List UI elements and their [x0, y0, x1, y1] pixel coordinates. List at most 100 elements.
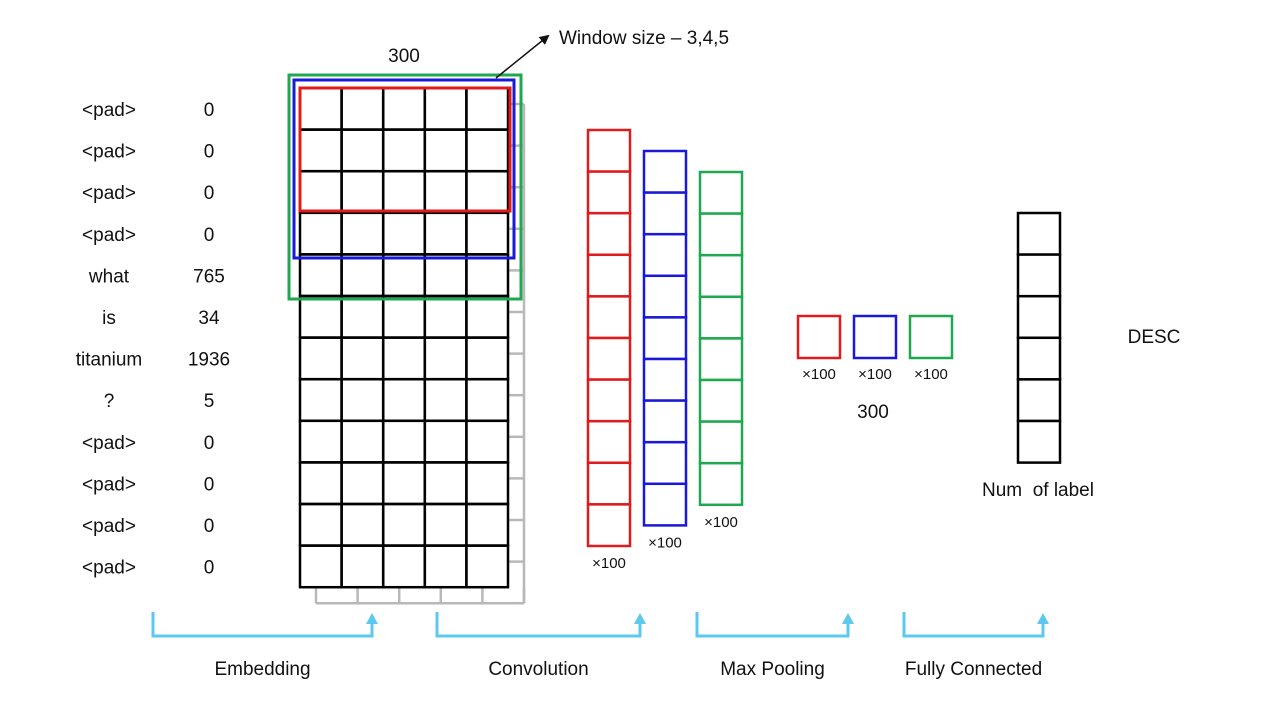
stage-label: Embedding — [214, 659, 310, 680]
feature-cell — [698, 253, 744, 299]
feature-map-count: ×100 — [704, 514, 738, 531]
token-word: <pad> — [82, 558, 136, 579]
feature-cell — [586, 336, 632, 381]
feature-cell — [586, 128, 632, 173]
token-id: 0 — [204, 516, 215, 537]
window-size-label: Window size – 3,4,5 — [559, 28, 729, 49]
bracket-arrowhead — [634, 613, 646, 624]
stage-label: Fully Connected — [905, 659, 1042, 680]
embedding-cell — [465, 544, 510, 589]
bracket-line — [435, 612, 642, 638]
output-cell — [1016, 336, 1062, 381]
pooled-box — [908, 314, 954, 360]
feature-cell — [642, 149, 688, 194]
feature-map-1: ×100 — [586, 128, 632, 572]
window-3-outline — [298, 86, 512, 213]
output-layer — [1016, 211, 1062, 464]
feature-map-count: ×100 — [648, 534, 682, 551]
embedding-front-grid — [298, 86, 510, 589]
feature-cell — [586, 503, 632, 548]
feature-cell — [642, 316, 688, 361]
feature-cell — [698, 295, 744, 340]
feature-cell — [642, 232, 688, 278]
stage-brackets: Embedding Convolution Max Pooling Fully Con… — [151, 612, 1049, 680]
token-id: 5 — [204, 391, 215, 412]
token-id: 765 — [193, 266, 225, 287]
token-id: 0 — [204, 183, 215, 204]
bracket-line — [695, 612, 850, 638]
token-word: what — [88, 266, 130, 287]
stage-bracket-1: Embedding — [151, 612, 378, 680]
feature-cell — [642, 191, 688, 236]
feature-cell — [698, 378, 744, 423]
token-id: 1936 — [188, 350, 230, 371]
output-cell — [1016, 253, 1062, 298]
output-cell — [1016, 211, 1062, 256]
feature-cell — [586, 378, 632, 423]
bracket-arrowhead — [1037, 613, 1049, 624]
stage-label: Convolution — [488, 659, 588, 680]
num-of-label: Num of label — [982, 480, 1094, 501]
feature-map-3: ×100 — [698, 170, 744, 531]
token-id: 0 — [204, 474, 215, 495]
feature-cell — [586, 419, 632, 465]
class-label-desc: DESC — [1128, 327, 1181, 348]
feature-cell — [586, 295, 632, 340]
pooled-count: ×100 — [914, 366, 948, 383]
pooled-box — [852, 314, 898, 360]
pooled-box — [796, 314, 842, 360]
output-cell — [1016, 419, 1062, 464]
feature-cell — [698, 461, 744, 507]
token-id: 0 — [204, 225, 215, 246]
feature-cell — [698, 337, 744, 382]
token-word: ? — [104, 391, 115, 412]
token-word: <pad> — [82, 433, 136, 454]
bracket-arrowhead — [366, 613, 378, 624]
token-list: <pad> 0 <pad> 0 <pad> 0 <pad> 0 what 765 is 34 titan… — [76, 100, 230, 579]
window-4-outline — [292, 78, 516, 260]
token-word: <pad> — [82, 225, 136, 246]
feature-cell — [642, 357, 688, 402]
bracket-line — [151, 612, 374, 638]
pooled-total-label: 300 — [857, 402, 889, 423]
window-pointer-arrow — [495, 34, 550, 79]
embedding-dim-label: 300 — [388, 46, 420, 67]
token-word: <pad> — [82, 100, 136, 121]
feature-cell — [642, 440, 688, 486]
bracket-arrowhead — [842, 613, 854, 624]
feature-map-count: ×100 — [592, 555, 626, 572]
feature-map-2: ×100 — [642, 149, 688, 551]
feature-cell — [586, 253, 632, 298]
token-word: <pad> — [82, 183, 136, 204]
output-cell — [1016, 378, 1062, 423]
feature-cell — [698, 420, 744, 465]
stage-label: Max Pooling — [720, 659, 825, 680]
token-id: 0 — [204, 558, 215, 579]
embedding-back-layer — [314, 102, 526, 605]
token-id: 0 — [204, 433, 215, 454]
pooled-count: ×100 — [858, 366, 892, 383]
feature-cell — [586, 461, 632, 506]
feature-cell — [642, 482, 688, 527]
feature-cell — [586, 211, 632, 257]
feature-cell — [698, 170, 744, 215]
token-word: <pad> — [82, 516, 136, 537]
token-word: is — [102, 308, 116, 329]
feature-cell — [698, 212, 744, 257]
stage-bracket-4: Fully Connected — [902, 612, 1049, 680]
token-id: 0 — [204, 142, 215, 163]
token-id: 34 — [198, 308, 220, 329]
feature-cell — [642, 399, 688, 444]
token-word: <pad> — [82, 474, 136, 495]
convolution-feature-maps: ×100 ×100 ×100 — [586, 128, 744, 572]
bracket-line — [902, 612, 1045, 638]
stage-bracket-2: Convolution — [435, 612, 646, 680]
feature-cell — [586, 170, 632, 215]
max-pooling-vectors: ×100 ×100 ×100 — [796, 314, 954, 383]
token-word: titanium — [76, 350, 143, 371]
output-cell — [1016, 294, 1062, 340]
token-id: 0 — [204, 100, 215, 121]
token-word: <pad> — [82, 142, 136, 163]
window-5-outline — [287, 73, 523, 301]
